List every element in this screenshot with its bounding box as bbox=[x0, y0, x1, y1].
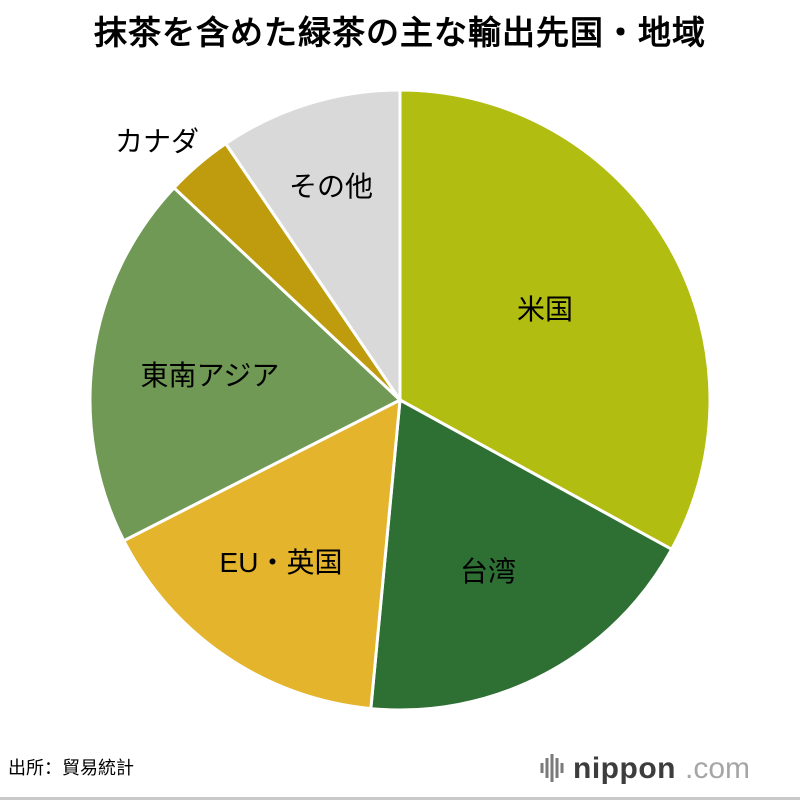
slice-label-eu-uk: EU・英国 bbox=[219, 547, 343, 578]
pie-slice-southeast-asia bbox=[88, 186, 402, 543]
slice-label-southeast-asia: 東南アジア bbox=[140, 360, 280, 391]
pie-slice-usa bbox=[398, 88, 712, 551]
chart-title: 抹茶を含めた緑茶の主な輸出先国・地域 bbox=[94, 14, 706, 51]
slice-label-canada: カナダ bbox=[114, 126, 200, 157]
source-note: 出所：貿易統計 bbox=[8, 758, 134, 778]
nippon-logo: nippon .com bbox=[540, 753, 750, 784]
soundwave-bars-icon bbox=[540, 754, 564, 782]
logo-tld-text: .com bbox=[684, 752, 750, 785]
slice-label-others: その他 bbox=[288, 171, 374, 202]
pie-slice-others bbox=[224, 88, 402, 402]
pie-slices-group bbox=[88, 88, 712, 712]
slice-label-usa: 米国 bbox=[516, 294, 574, 325]
bottom-divider bbox=[0, 797, 800, 800]
pie-slice-taiwan bbox=[369, 398, 674, 712]
pie-slice-eu-uk bbox=[122, 398, 402, 711]
slice-label-taiwan: 台湾 bbox=[459, 556, 517, 587]
logo-brand-text: nippon bbox=[573, 752, 676, 785]
